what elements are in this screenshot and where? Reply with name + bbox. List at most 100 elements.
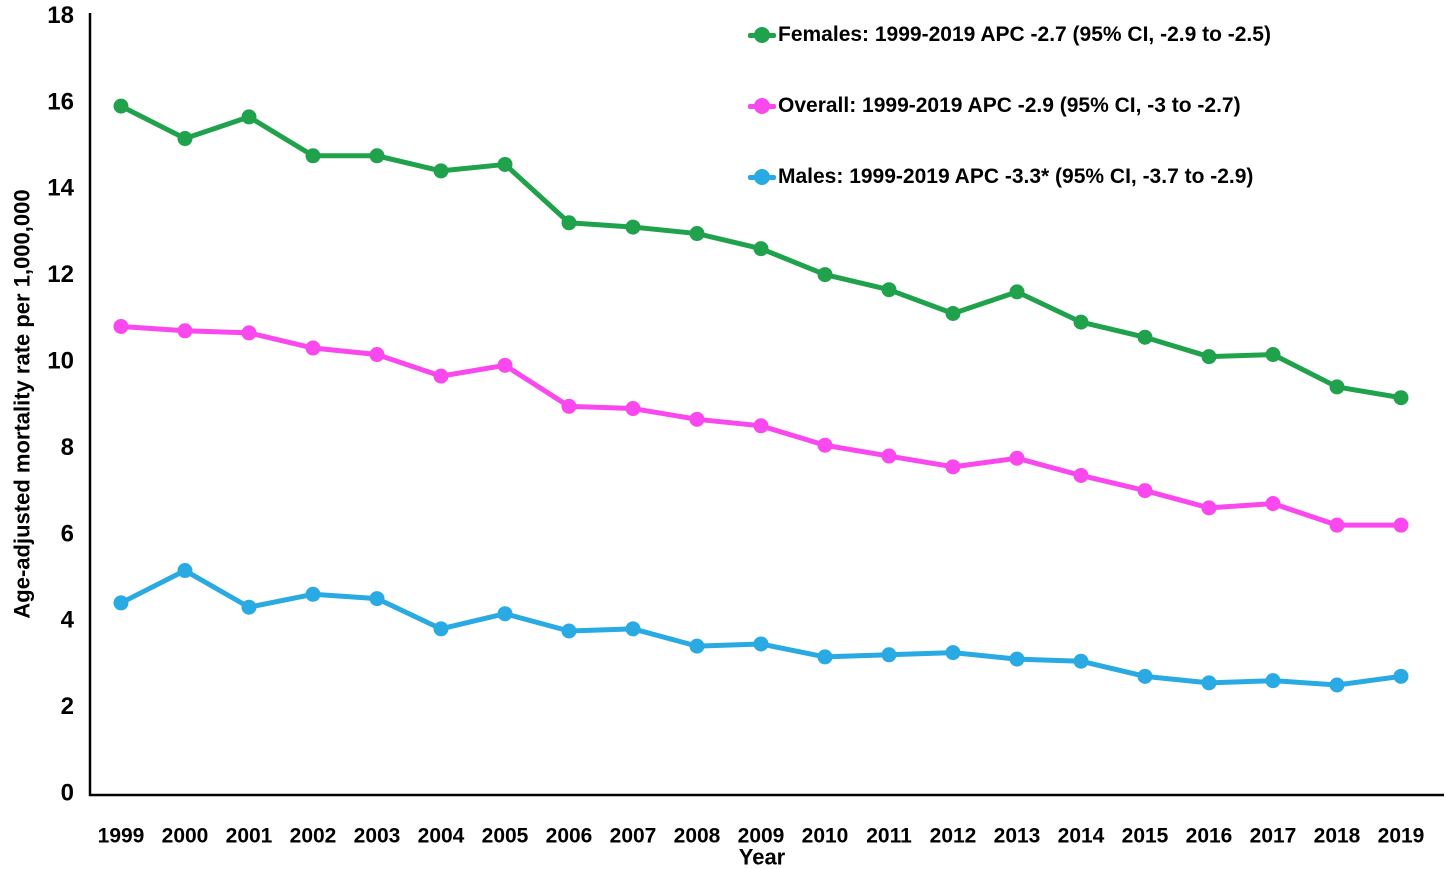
overall-point-2013 [1009,450,1025,466]
x-tick-label: 2004 [418,824,465,847]
x-tick-label: 2013 [994,824,1041,847]
x-tick-label: 2014 [1058,824,1105,847]
x-tick-label: 2019 [1378,824,1425,847]
x-tick-label: 1999 [98,824,145,847]
x-tick-label: 2015 [1122,824,1169,847]
overall-point-2018 [1329,517,1345,533]
x-tick-label: 2001 [226,824,273,847]
overall-point-2000 [177,323,193,339]
x-tick-label: 2008 [674,824,721,847]
x-tick-label: 2010 [802,824,849,847]
males-point-2015 [1137,668,1153,684]
legend-label-females: Females: 1999-2019 APC -2.7 (95% CI, -2.… [778,23,1271,46]
males-point-2018 [1329,677,1345,693]
x-tick-label: 2006 [546,824,593,847]
overall-point-2005 [497,357,513,373]
females-point-2014 [1073,314,1089,330]
females-point-2007 [625,219,641,235]
x-tick-label: 2009 [738,824,785,847]
legend-item-overall: Overall: 1999-2019 APC -2.9 (95% CI, -3 … [748,90,1271,122]
x-tick-label: 2018 [1314,824,1361,847]
legend-marker-icon-overall [748,97,776,115]
x-tick-label: 2012 [930,824,977,847]
females-point-2013 [1009,284,1025,300]
y-axis-title: Age-adjusted mortality rate per 1,000,00… [10,189,35,618]
overall-point-2002 [305,340,321,356]
overall-point-2017 [1265,496,1281,512]
females-point-2010 [817,267,833,283]
legend-item-males: Males: 1999-2019 APC -3.3* (95% CI, -3.7… [748,161,1271,193]
x-tick-label: 2007 [610,824,657,847]
males-point-2001 [241,599,257,615]
females-point-2015 [1137,329,1153,345]
overall-point-2012 [945,459,961,475]
males-point-2006 [561,623,577,639]
overall-point-2015 [1137,483,1153,499]
x-tick-label: 2002 [290,824,337,847]
overall-point-2004 [433,368,449,384]
females-point-2000 [177,131,193,147]
males-point-2002 [305,586,321,602]
legend-label-overall: Overall: 1999-2019 APC -2.9 (95% CI, -3 … [778,94,1241,117]
females-point-2001 [241,109,257,125]
y-tick-label: 12 [47,261,74,288]
y-tick-label: 18 [47,2,74,29]
females-point-2017 [1265,347,1281,363]
overall-point-2003 [369,347,385,363]
males-point-2007 [625,621,641,637]
males-point-2005 [497,606,513,622]
females-point-2009 [753,241,769,257]
legend-marker-icon-females [748,26,776,44]
y-tick-label: 2 [61,693,74,720]
y-tick-label: 0 [61,780,74,807]
males-point-2016 [1201,675,1217,691]
males-point-2019 [1393,668,1409,684]
x-tick-label: 2000 [162,824,209,847]
y-tick-label: 8 [61,434,74,461]
axis-lines [88,13,1444,797]
y-tick-label: 14 [47,175,74,202]
overall-point-2014 [1073,467,1089,483]
females-point-2012 [945,305,961,321]
females-point-2002 [305,148,321,164]
y-tick-label: 6 [61,520,74,547]
females-point-2004 [433,163,449,179]
overall-point-2019 [1393,517,1409,533]
overall-point-2008 [689,411,705,427]
x-tick-label: 2005 [482,824,529,847]
y-tick-label: 16 [47,88,74,115]
x-tick-label: 2003 [354,824,401,847]
males-point-1999 [113,595,129,611]
y-tick-label: 10 [47,348,74,375]
overall-point-1999 [113,318,129,334]
x-tick-label: 2017 [1250,824,1297,847]
overall-point-2010 [817,437,833,453]
overall-point-2006 [561,398,577,414]
females-point-2003 [369,148,385,164]
legend-marker-icon-males [748,168,776,186]
females-point-2011 [881,282,897,298]
x-tick-label: 2016 [1186,824,1233,847]
females-point-2006 [561,215,577,231]
males-point-2000 [177,563,193,579]
males-point-2010 [817,649,833,665]
overall-point-2009 [753,418,769,434]
males-point-2008 [689,638,705,654]
y-tick-label: 4 [61,607,75,634]
legend-label-males: Males: 1999-2019 APC -3.3* (95% CI, -3.7… [778,165,1254,188]
x-tick-label: 2011 [866,824,912,847]
males-point-2004 [433,621,449,637]
males-point-2011 [881,647,897,663]
males-point-2009 [753,636,769,652]
legend: Females: 1999-2019 APC -2.7 (95% CI, -2.… [748,19,1271,232]
overall-point-2007 [625,401,641,417]
males-point-2017 [1265,673,1281,689]
males-point-2012 [945,645,961,661]
males-point-2013 [1009,651,1025,667]
females-point-2016 [1201,349,1217,365]
males-point-2003 [369,591,385,607]
females-point-1999 [113,98,129,114]
males-point-2014 [1073,653,1089,669]
